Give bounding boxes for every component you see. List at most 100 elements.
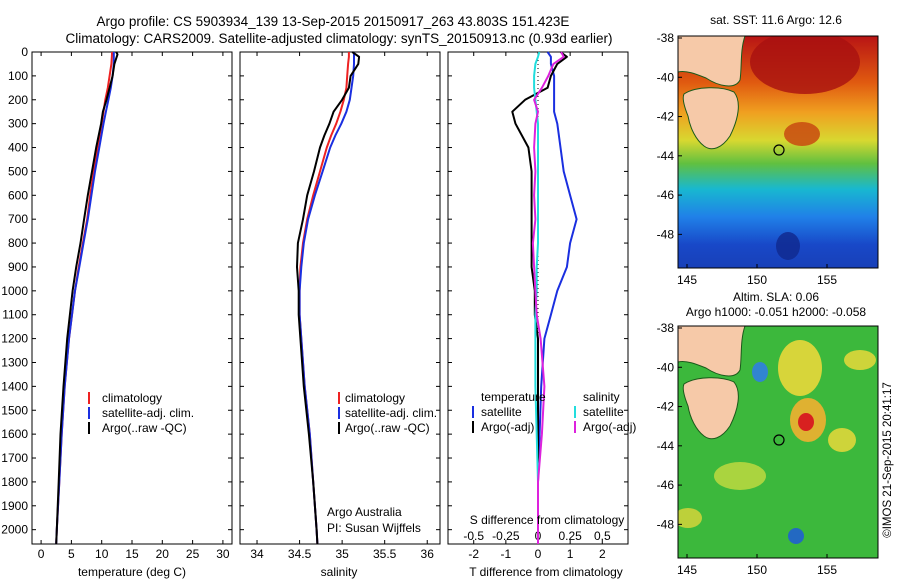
depth-tick-label: 2000: [1, 523, 28, 537]
lat-tick-label: -38: [657, 321, 675, 335]
x-tick-label: 20: [156, 547, 170, 561]
depth-tick-label: 1600: [1, 427, 28, 441]
lat-tick-label: -42: [657, 400, 675, 414]
salinity-axis-label: salinity: [321, 565, 358, 579]
depth-tick-label: 300: [8, 117, 28, 131]
series-line-argo-raw-qc-: [296, 51, 361, 545]
series-line-satellite-adj-clim-: [55, 52, 115, 545]
sst-map-title: sat. SST: 11.6 Argo: 12.6: [710, 13, 842, 27]
depth-tick-label: 900: [8, 260, 28, 274]
lat-tick-label: -40: [657, 360, 675, 374]
sla-high: [752, 362, 768, 382]
x-tick-label: 34: [250, 547, 264, 561]
x-tick-label: 15: [125, 547, 139, 561]
sst-cold-patch: [776, 232, 800, 260]
legend-heading-salinity: salinity: [583, 390, 620, 404]
lon-tick-label: 145: [677, 273, 697, 287]
depth-tick-label: 1200: [1, 332, 28, 346]
legend-label-argo: Argo(..raw -QC): [345, 421, 430, 435]
temperature-axis-label: temperature (deg C): [78, 565, 186, 579]
legend-label-sal-satellite: satellite: [583, 405, 624, 419]
x-tick-label: 35: [335, 547, 349, 561]
depth-tick-label: 200: [8, 93, 28, 107]
sla-high: [828, 428, 856, 452]
legend-label-temp-argo: Argo(-adj): [481, 420, 534, 434]
float-position-marker: [773, 434, 785, 446]
x-tick-label: 34.5: [288, 547, 312, 561]
x-tick-label: 1: [567, 547, 574, 561]
temperature-legend: climatology satellite-adj. clim. Argo(..…: [88, 391, 194, 435]
x-tick-label: 35.5: [373, 547, 397, 561]
lat-tick-label: -44: [657, 439, 675, 453]
difference-legend: temperature salinity satellite Argo(-adj…: [472, 390, 636, 434]
lat-tick-label: -44: [657, 149, 675, 163]
depth-tick-label: 1700: [1, 451, 28, 465]
depth-tick-label: 1900: [1, 499, 28, 513]
sst-map-axes: -38 -40 -42 -44 -46 -48 145 150 155: [657, 31, 838, 287]
series-line-satellite-adj-clim-: [298, 52, 355, 545]
s-diff-tick-label: 0.25: [558, 529, 582, 543]
lon-tick-label: 155: [817, 273, 837, 287]
x-tick-label: 0: [38, 547, 45, 561]
series-line-argo-raw-qc-: [55, 51, 119, 545]
figure-title-line1: Argo profile: CS 5903934_139 13-Sep-2015…: [97, 14, 570, 29]
x-tick-label: 2: [599, 547, 606, 561]
lon-tick-label: 145: [677, 563, 697, 577]
series-line-salinity-argo-adj-: [531, 51, 565, 544]
sla-map-title-line1: Altim. SLA: 0.06: [733, 290, 819, 304]
x-tick-label: 5: [68, 547, 75, 561]
t-difference-axis-label: T difference from climatology: [469, 565, 623, 579]
lon-tick-label: 150: [747, 273, 767, 287]
imos-credit: ©IMOS 21-Sep-2015 20:41:17: [882, 382, 894, 538]
mainland-coast: [678, 36, 746, 87]
sla-high: [778, 340, 822, 396]
series-line-temperature-argo-adj-: [511, 51, 568, 544]
sst-warm-eddy: [784, 122, 820, 146]
x-tick-label: 10: [95, 547, 109, 561]
series-line-salinity-satellite: [533, 51, 541, 544]
x-tick-label: -1: [501, 547, 512, 561]
x-tick-label: 0: [535, 547, 542, 561]
mainland-coast: [678, 326, 746, 377]
legend-label-argo: Argo(..raw -QC): [102, 421, 187, 435]
sla-high: [798, 413, 814, 431]
legend-label-sal-argo: Argo(-adj): [583, 420, 636, 434]
lat-tick-label: -38: [657, 31, 675, 45]
salinity-series: [296, 51, 361, 545]
depth-tick-label: 0: [21, 45, 28, 59]
s-diff-tick-label: -0.25: [492, 529, 520, 543]
legend-label-climatology: climatology: [102, 391, 162, 405]
figure-title-line2: Climatology: CARS2009. Satellite-adjuste…: [65, 31, 612, 46]
depth-tick-label: 400: [8, 141, 28, 155]
legend-label-temp-satellite: satellite: [481, 405, 522, 419]
salinity-legend: climatology satellite-adj. clim. Argo(..…: [338, 391, 437, 435]
depth-tick-label: 500: [8, 164, 28, 178]
x-tick-label: 30: [216, 547, 230, 561]
sst-map-frame: [677, 35, 879, 269]
depth-axis: 0 100 200 300 400 500 600 700 800 900 1000 1100 1200…: [1, 45, 628, 537]
depth-tick-label: 1100: [2, 308, 28, 322]
lat-tick-label: -48: [657, 517, 675, 531]
legend-heading-temperature: temperature: [481, 390, 546, 404]
lon-tick-label: 150: [747, 563, 767, 577]
difference-series: [511, 51, 578, 544]
series-line-temperature-satellite: [537, 51, 578, 544]
temperature-x-axis: 0 5 10 15 20 25 30: [38, 52, 230, 561]
pi-annotation: PI: Susan Wijffels: [327, 521, 421, 535]
legend-label-satellite: satellite-adj. clim.: [345, 406, 437, 420]
sst-warm-core: [750, 36, 860, 94]
depth-tick-label: 700: [8, 212, 28, 226]
sla-high: [714, 462, 766, 490]
lat-tick-label: -42: [657, 110, 675, 124]
temperature-panel: [31, 51, 233, 545]
legend-label-satellite: satellite-adj. clim.: [102, 406, 194, 420]
depth-tick-label: 600: [8, 188, 28, 202]
sst-map: [678, 36, 878, 268]
depth-tick-label: 1300: [1, 355, 28, 369]
legend-label-climatology: climatology: [345, 391, 405, 405]
lat-tick-label: -46: [657, 188, 675, 202]
sla-map-axes: -38 -40 -42 -44 -46 -48 145 150 155: [657, 321, 838, 577]
x-tick-label: 25: [186, 547, 200, 561]
sla-map-title-line2: Argo h1000: -0.051 h2000: -0.058: [686, 305, 866, 319]
